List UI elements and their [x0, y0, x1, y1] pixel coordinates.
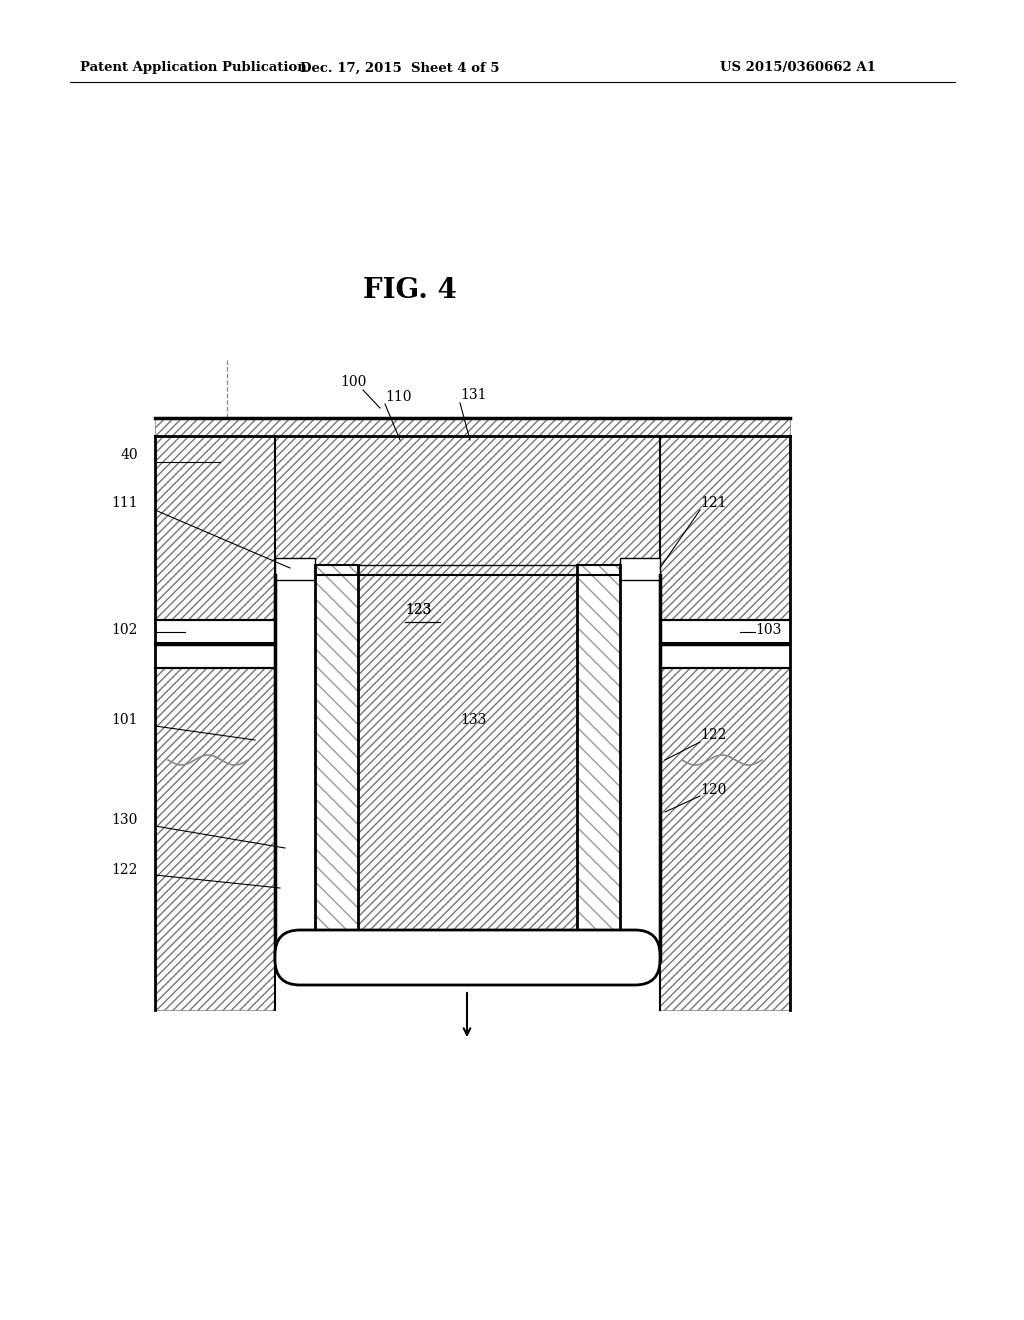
FancyBboxPatch shape: [275, 931, 660, 985]
Text: 100: 100: [340, 375, 367, 389]
Bar: [155, 620, 275, 668]
Polygon shape: [358, 565, 577, 931]
Bar: [275, 558, 315, 579]
Text: Patent Application Publication: Patent Application Publication: [80, 62, 307, 74]
Polygon shape: [660, 436, 790, 1010]
Text: 110: 110: [385, 389, 412, 404]
Text: 133: 133: [460, 713, 486, 727]
Text: 122: 122: [112, 863, 138, 876]
Polygon shape: [315, 565, 358, 931]
Text: 123: 123: [406, 603, 431, 616]
Text: 40: 40: [121, 447, 138, 462]
Bar: [275, 576, 660, 960]
Polygon shape: [155, 418, 790, 436]
Bar: [620, 558, 660, 579]
Text: 102: 102: [112, 623, 138, 638]
Text: 123: 123: [406, 603, 431, 616]
Bar: [660, 620, 790, 668]
Text: Dec. 17, 2015  Sheet 4 of 5: Dec. 17, 2015 Sheet 4 of 5: [300, 62, 500, 74]
Text: 103: 103: [755, 623, 781, 638]
Polygon shape: [275, 436, 660, 576]
Text: FIG. 4: FIG. 4: [364, 276, 457, 304]
Polygon shape: [155, 436, 275, 1010]
Text: 111: 111: [112, 496, 138, 510]
Text: US 2015/0360662 A1: US 2015/0360662 A1: [720, 62, 876, 74]
Polygon shape: [577, 565, 620, 931]
Text: 101: 101: [112, 713, 138, 727]
Text: 122: 122: [700, 729, 726, 742]
Text: 120: 120: [700, 783, 726, 797]
Text: 121: 121: [700, 496, 726, 510]
Text: 130: 130: [112, 813, 138, 828]
Text: 131: 131: [460, 388, 486, 403]
